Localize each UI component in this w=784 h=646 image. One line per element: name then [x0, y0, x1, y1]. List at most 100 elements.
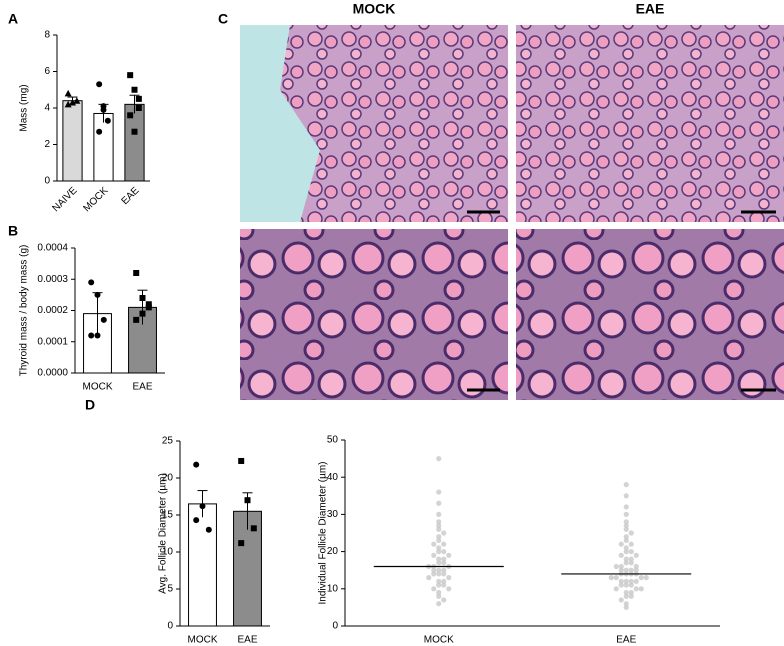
data-point [441, 578, 447, 584]
data-point [623, 560, 629, 566]
data-point [628, 541, 634, 547]
data-point [436, 593, 442, 599]
x-tick-label: MOCK [83, 382, 113, 393]
y-tick-label: 20 [162, 473, 174, 484]
data-point [436, 526, 442, 532]
data-point [623, 522, 629, 529]
data-point [436, 567, 442, 573]
data-point [446, 586, 452, 592]
panel-label: A [8, 11, 18, 27]
y-tick-label: 6 [44, 66, 50, 77]
x-tick-label: EAE [120, 185, 142, 207]
bar [62, 100, 83, 182]
column-title: EAE [636, 1, 665, 17]
data-point [436, 545, 442, 551]
data-point [618, 567, 624, 573]
bar [93, 112, 114, 182]
data-point [127, 72, 134, 79]
micrograph [516, 229, 784, 400]
data-point [139, 310, 146, 317]
data-point [436, 571, 442, 577]
data-point [628, 560, 634, 566]
data-point [250, 525, 257, 532]
data-point [238, 457, 245, 464]
data-point [100, 106, 107, 113]
data-point [623, 567, 629, 573]
y-tick-label: 15 [162, 510, 174, 521]
data-point [633, 567, 639, 573]
data-point [426, 575, 432, 581]
data-point [436, 522, 442, 529]
tissue [280, 25, 508, 222]
data-point [431, 541, 437, 547]
data-point [613, 575, 619, 581]
data-point [431, 552, 437, 558]
data-point [135, 95, 142, 102]
data-point [446, 575, 452, 581]
micrograph [516, 25, 784, 222]
data-point [441, 597, 447, 603]
data-point [96, 81, 103, 88]
data-point [628, 578, 634, 584]
panel-label: C [218, 11, 228, 27]
data-point [608, 575, 614, 581]
y-tick-label: 25 [162, 436, 174, 447]
data-point [94, 291, 101, 298]
data-point [441, 549, 447, 555]
data-point [69, 99, 76, 106]
data-point [633, 586, 639, 592]
data-point [623, 578, 629, 584]
y-tick-label: 0.0003 [37, 274, 68, 285]
x-tick-label: EAE [132, 382, 152, 393]
bar [83, 313, 112, 374]
data-point [139, 295, 146, 301]
data-point [618, 552, 624, 558]
data-point [446, 552, 452, 558]
y-tick-label: 0 [167, 621, 173, 632]
data-point [96, 128, 103, 135]
data-point [633, 552, 639, 558]
data-point [628, 549, 634, 555]
data-point [131, 86, 138, 93]
data-point [193, 461, 200, 468]
data-point [628, 530, 634, 536]
data-point [88, 279, 95, 286]
data-point [135, 105, 142, 111]
y-tick-label: 2 [44, 139, 50, 150]
data-point [127, 112, 134, 119]
data-point [623, 556, 629, 562]
data-point [623, 511, 629, 517]
y-tick-label: 5 [167, 584, 173, 595]
data-point [623, 545, 629, 551]
data-point [436, 500, 442, 506]
micrograph [240, 229, 508, 400]
x-tick-label: MOCK [188, 635, 218, 646]
data-point [436, 511, 442, 517]
x-tick-label: MOCK [424, 635, 454, 646]
data-point [104, 117, 111, 124]
data-point [94, 332, 101, 339]
panel-label: D [85, 397, 95, 413]
x-tick-label: EAE [237, 635, 257, 646]
data-point [643, 575, 649, 581]
data-point [64, 100, 72, 108]
x-tick-label: MOCK [81, 185, 110, 214]
y-axis-label: Mass (mg) [19, 84, 30, 131]
data-point [436, 556, 442, 562]
data-point [100, 316, 107, 323]
panel-label: B [8, 223, 18, 239]
data-point [436, 578, 442, 584]
data-point [623, 493, 629, 499]
y-tick-label: 0 [44, 176, 50, 187]
data-point [633, 563, 639, 570]
data-point [628, 567, 634, 573]
data-point [623, 582, 629, 588]
y-tick-label: 0 [332, 621, 338, 632]
data-point [623, 519, 629, 525]
data-point [613, 563, 619, 570]
data-point [623, 601, 629, 607]
data-point [441, 582, 447, 588]
data-point [613, 586, 619, 592]
data-point [628, 593, 634, 599]
